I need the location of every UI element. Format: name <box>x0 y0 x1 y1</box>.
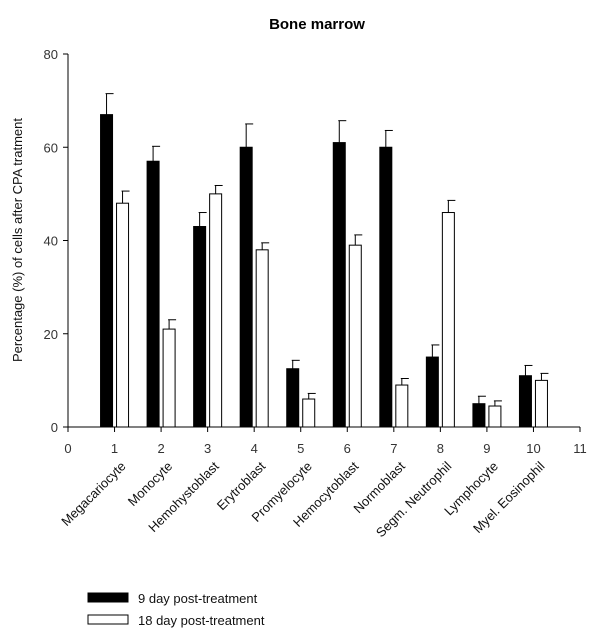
bar-9day <box>146 160 160 428</box>
legend-swatch <box>87 592 129 603</box>
x-tick-label: 6 <box>344 441 351 456</box>
bar-9day <box>193 226 207 428</box>
bar-18day <box>162 328 176 428</box>
y-tick-label: 60 <box>44 140 58 155</box>
legend: 9 day post-treatment 18 day post-treatmen… <box>87 591 265 628</box>
bar-9day <box>332 142 346 428</box>
bar-18day <box>395 384 409 428</box>
legend-label: 9 day post-treatment <box>138 591 258 606</box>
y-tick-label: 40 <box>44 234 58 249</box>
bar-18day <box>209 193 223 428</box>
x-tick-label: 0 <box>64 441 71 456</box>
bar-18day <box>302 398 316 428</box>
bar-9day <box>100 114 114 428</box>
bar-9day <box>286 368 300 428</box>
bar-18day <box>348 244 362 428</box>
chart-title: Bone marrow <box>269 16 365 33</box>
x-tick-label: 9 <box>483 441 490 456</box>
legend-swatch <box>87 614 129 625</box>
x-tick-label: 2 <box>157 441 164 456</box>
bar-9day <box>425 356 439 428</box>
x-tick-label: 8 <box>437 441 444 456</box>
bar-18day <box>534 379 548 428</box>
x-tick-label: 1 <box>111 441 118 456</box>
x-tick-label: 11 <box>573 441 587 456</box>
x-tick-label: 10 <box>526 441 540 456</box>
bar-9day <box>472 403 486 428</box>
bar-18day <box>255 249 269 428</box>
x-tick-label: 7 <box>390 441 397 456</box>
bar-9day <box>239 146 253 428</box>
x-tick-label: 4 <box>251 441 258 456</box>
bar-9day <box>379 146 393 428</box>
bar-9day <box>518 375 532 428</box>
x-tick-label: 5 <box>297 441 304 456</box>
y-tick-label: 80 <box>44 47 58 62</box>
bar-18day <box>441 212 455 428</box>
category-label: Megacariocyte <box>58 459 128 529</box>
y-tick-label: 20 <box>44 327 58 342</box>
legend-label: 18 day post-treatment <box>138 613 265 628</box>
y-tick-label: 0 <box>51 420 58 435</box>
x-tick-label: 3 <box>204 441 211 456</box>
bar-18day <box>116 202 130 428</box>
bar-18day <box>488 405 502 428</box>
y-axis-label: Percentage (%) of cells after CPA tratme… <box>10 118 25 362</box>
